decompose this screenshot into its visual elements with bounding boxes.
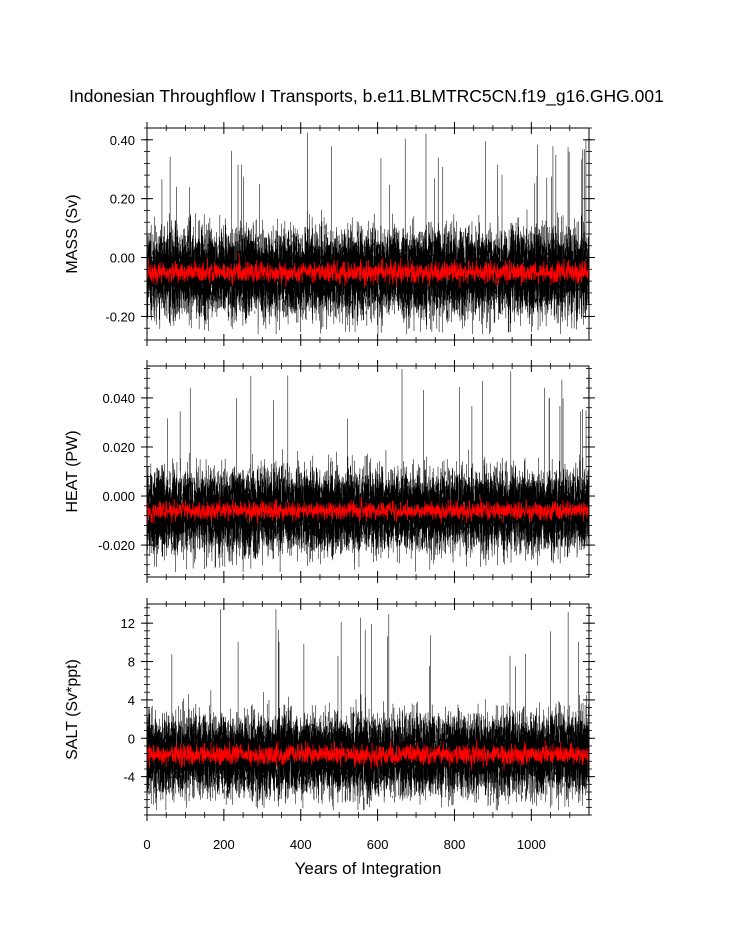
panel-2: 0.040 0.020 0.000 -0.020 HEAT (PW) — [64, 360, 595, 583]
y-tick-label: 0.020 — [102, 440, 135, 455]
x-tick-label: 0 — [143, 837, 150, 852]
y-tick-label: 0.40 — [110, 133, 135, 148]
y-axis-label: HEAT (PW) — [64, 430, 81, 512]
y-tick-label: 0 — [128, 731, 135, 746]
y-tick-label: -0.20 — [105, 309, 135, 324]
x-axis-label: Years of Integration — [295, 859, 442, 878]
y-tick-label: -0.020 — [98, 538, 135, 553]
y-axis-label: MASS (Sv) — [64, 194, 81, 273]
monthly-series-1 — [147, 132, 589, 335]
y-axis-label: SALT (Sv*ppt) — [64, 659, 81, 760]
annual-mean-series-2 — [147, 497, 589, 525]
y-tick-label: -4 — [123, 770, 135, 785]
panel-1: 0.40 0.20 0.00 -0.20 MASS (Sv) — [64, 122, 595, 346]
y-tick-label: 0.00 — [110, 251, 135, 266]
x-tick-label: 200 — [213, 837, 235, 852]
x-tick-label: 600 — [367, 837, 389, 852]
y-tick-label: 0.000 — [102, 489, 135, 504]
y-tick-label: 12 — [121, 616, 135, 631]
monthly-series-2 — [147, 368, 589, 573]
x-tick-label: 1000 — [517, 837, 546, 852]
y-tick-label: 8 — [128, 655, 135, 670]
monthly-series-3 — [147, 609, 589, 811]
panel-frame — [146, 603, 590, 816]
y-tick-label: 4 — [128, 693, 135, 708]
y-tick-label: 0.20 — [110, 192, 135, 207]
annual-mean-series-3 — [147, 739, 589, 771]
panel-frame — [146, 365, 590, 578]
panel-3: 12 8 4 0 -4 SALT (Sv*ppt) — [64, 598, 595, 821]
x-tick-label: 800 — [444, 837, 466, 852]
annual-mean-series-1 — [147, 253, 589, 289]
chart-title: Indonesian Throughflow I Transports, b.e… — [69, 86, 664, 106]
x-tick-label: 400 — [290, 837, 312, 852]
y-tick-label: 0.040 — [102, 391, 135, 406]
